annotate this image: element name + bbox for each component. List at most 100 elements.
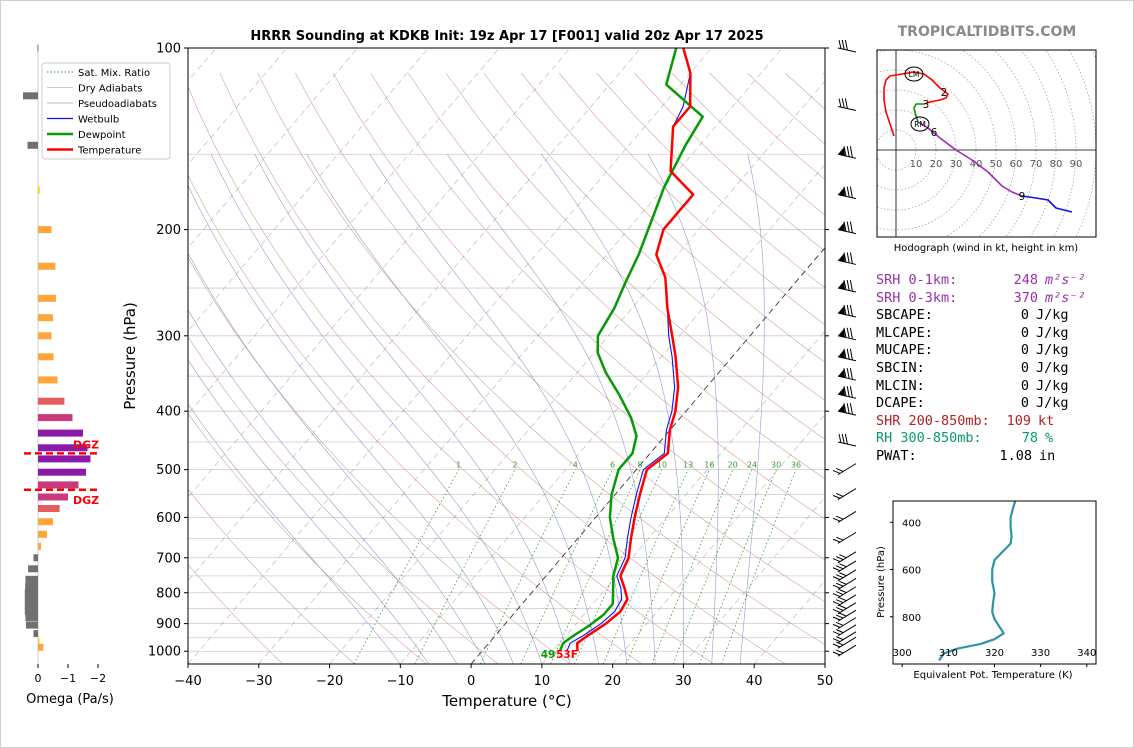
param-label: MUCAPE: (876, 342, 933, 359)
omega-bar (26, 621, 38, 629)
mixing-ratio-label: 24 (747, 461, 757, 470)
omega-bar (38, 468, 86, 476)
wind-barb (837, 146, 857, 159)
theta-e-profile-line (938, 501, 1017, 662)
wind-barb (832, 488, 857, 501)
dry-adiabat-line (188, 336, 499, 664)
skewt-legend: Sat. Mix. Ratio Dry Adiabats Pseudoadiab… (41, 62, 171, 160)
wind-barb (832, 602, 857, 615)
omega-bar (24, 608, 38, 616)
isotherm-line (683, 496, 825, 664)
hodograph-ring-label: 40 (970, 159, 983, 170)
omega-bar (38, 481, 79, 489)
param-row: MLCIN: 0 J/kg (876, 378, 1126, 396)
hodograph-caption: Hodograph (wind in kt, height in km) (894, 243, 1079, 254)
skewt-x-axis-label: Temperature (°C) (441, 692, 571, 710)
mixing-ratio-label: 20 (728, 461, 738, 470)
hodograph-height-label: 6 (931, 127, 938, 139)
moist-adiabat-line (188, 403, 401, 664)
omega-bar (38, 638, 40, 646)
legend-temperature: Temperature (77, 146, 141, 157)
skewt-x-tick-label: 30 (675, 674, 692, 689)
moist-adiabat-line (188, 359, 429, 664)
param-unit: J/kg (1036, 342, 1069, 359)
hodograph-height-label: 3 (923, 99, 930, 111)
omega-bar (38, 186, 40, 194)
skewt-x-tick-label: −30 (245, 674, 272, 689)
dry-adiabat-line (219, 72, 786, 664)
isotherm-line (188, 48, 642, 582)
param-value: 0 (1020, 342, 1029, 359)
hodograph-panel: 10 20 30 40 50 60 70 80 90 23 6 9 LM RM Hodograph (w… (876, 49, 1097, 254)
mixing-ratio-label: 13 (683, 461, 693, 470)
mixing-ratio-line (699, 469, 777, 664)
hodograph-segment (917, 121, 1023, 197)
param-value: 0 (1020, 359, 1029, 376)
hodograph-segment (913, 103, 924, 123)
legend-mixing-ratio: Sat. Mix. Ratio (78, 68, 150, 79)
skewt-y-tick-label: 1000 (148, 645, 181, 660)
param-row: RH 300-850mb: 78% (876, 430, 1126, 448)
param-label: MLCAPE: (876, 324, 933, 341)
theta-x-tick-label: 300 (893, 648, 912, 659)
wind-barb (832, 644, 857, 657)
param-value: 78 (1021, 430, 1038, 447)
wind-barb (832, 560, 857, 573)
isotherm-line (188, 48, 358, 249)
dry-adiabat-line (521, 72, 825, 363)
param-row: MLCAPE: 0 J/kg (876, 325, 1126, 343)
moist-adiabat-line (369, 154, 628, 664)
isotherm-line (0, 48, 4, 664)
wind-barb (837, 279, 857, 293)
omega-bar (38, 493, 68, 501)
param-row: SBCAPE: 0 J/kg (876, 307, 1126, 325)
isotherm-line (329, 80, 825, 664)
dry-adiabat-line (370, 72, 825, 520)
param-unit: J/kg (1036, 359, 1069, 376)
mixing-ratio-label: 10 (657, 461, 667, 470)
skewt-x-tick-label: −40 (174, 674, 201, 689)
skewt-x-tick-label: 50 (817, 674, 834, 689)
wind-barb (832, 569, 857, 582)
dewpoint-profile-line (558, 48, 704, 652)
wind-barb (837, 368, 857, 381)
omega-bar (27, 141, 38, 149)
moist-adiabat-line (739, 154, 765, 664)
omega-bar (25, 582, 38, 590)
legend-dewpoint: Dewpoint (78, 130, 126, 141)
param-label: RH 300-850mb: (876, 430, 982, 447)
param-unit: J/kg (1036, 395, 1069, 412)
param-row: MUCAPE: 0 J/kg (876, 342, 1126, 360)
param-row: SRH 0-3km: 370 m²s⁻² (876, 290, 1126, 308)
mixing-ratio-label: 8 (637, 461, 642, 470)
hodograph-segment (883, 71, 949, 137)
moist-adiabat-line (188, 184, 514, 664)
isotherm-line (188, 48, 712, 664)
param-row: DCAPE: 0 J/kg (876, 395, 1126, 413)
theta-x-axis-label: Equivalent Pot. Temperature (K) (913, 670, 1072, 681)
omega-bar (38, 429, 83, 437)
theta-x-tick-label: 320 (985, 648, 1004, 659)
param-unit: % (1045, 430, 1054, 447)
skewt-x-tick-label: 0 (467, 674, 475, 689)
dry-adiabat-line (483, 72, 825, 401)
skewt-x-tick-label: 40 (746, 674, 763, 689)
param-unit: in (1039, 447, 1056, 464)
theta-y-axis-label: Pressure (hPa) (876, 546, 887, 618)
dry-adiabat-line (332, 72, 825, 561)
parameter-table: SRH 0-1km: 248 m²s⁻² SRH 0-3km: 370 m²s⁻² SBCA… (876, 272, 1126, 466)
param-unit: J/kg (1036, 307, 1069, 324)
mixing-ratio-line (574, 469, 663, 664)
dry-adiabat-line (257, 72, 825, 645)
wind-barb (832, 586, 857, 599)
wind-barb (837, 433, 857, 447)
skewt-y-tick-label: 700 (156, 551, 181, 566)
skewt-y-axis-label: Pressure (hPa) (121, 302, 139, 410)
omega-bar (24, 602, 38, 609)
hodograph-ring-label: 30 (950, 159, 963, 170)
omega-tick-2: −2 (90, 672, 106, 685)
hodograph-ring-label: 10 (910, 159, 923, 170)
omega-bar (38, 455, 91, 463)
omega-tick-1: −1 (60, 672, 76, 685)
param-label: SBCAPE: (876, 307, 933, 324)
